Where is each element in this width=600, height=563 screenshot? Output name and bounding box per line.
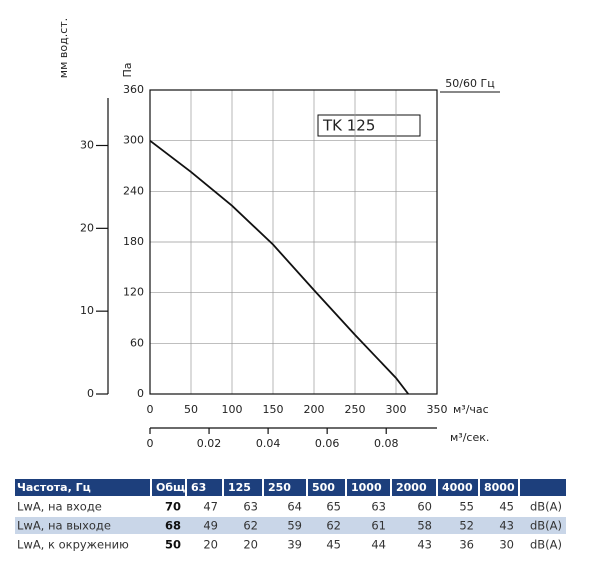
x2-tick-label: 0.04 xyxy=(256,437,281,450)
table-cell: LwA, на выходе xyxy=(17,519,111,533)
x-tick-label: 100 xyxy=(222,403,243,416)
header-cell xyxy=(264,479,306,496)
x-tick-label: 0 xyxy=(147,403,154,416)
table-cell: 36 xyxy=(459,538,474,552)
header-cell xyxy=(187,479,222,496)
header-cell xyxy=(308,479,345,496)
table-cell: dB(A) xyxy=(530,519,562,533)
table-cell: 43 xyxy=(417,538,432,552)
x-tick-label: 350 xyxy=(427,403,448,416)
table-cell: 20 xyxy=(203,538,218,552)
table-cell: 43 xyxy=(499,519,514,533)
x2-axis-label: м³/сек. xyxy=(450,431,489,444)
table-cell: 62 xyxy=(243,519,258,533)
header-label: 2000 xyxy=(396,481,427,494)
table-cell: 58 xyxy=(417,519,432,533)
table-cell: dB(A) xyxy=(530,538,562,552)
x2-tick-label: 0 xyxy=(147,437,154,450)
y-tick-label: 60 xyxy=(130,336,144,349)
header-label: 8000 xyxy=(484,481,515,494)
header-label: 1000 xyxy=(351,481,382,494)
table-cell: 45 xyxy=(326,538,341,552)
header-cell xyxy=(347,479,390,496)
table-cell: 50 xyxy=(165,538,181,552)
header-cell xyxy=(480,479,518,496)
table-cell: 49 xyxy=(203,519,218,533)
header-label: 63 xyxy=(191,481,206,494)
x-tick-label: 50 xyxy=(184,403,198,416)
y2-axis-label: мм вод.ст. xyxy=(57,18,70,78)
table-cell: 47 xyxy=(203,500,218,514)
table-cell: dB(A) xyxy=(530,500,562,514)
x2-tick-label: 0.02 xyxy=(197,437,222,450)
header-cell xyxy=(224,479,262,496)
header-label: Частота, Гц xyxy=(17,481,91,494)
table-cell: 61 xyxy=(371,519,386,533)
model-box xyxy=(317,114,421,137)
table-cell: 59 xyxy=(287,519,302,533)
y-tick-label: 240 xyxy=(123,184,144,197)
table-cell: 52 xyxy=(459,519,474,533)
y-tick-label: 120 xyxy=(123,286,144,299)
header-label: 125 xyxy=(228,481,251,494)
frequency-label: 50/60 Гц xyxy=(445,77,494,90)
header-label: 4000 xyxy=(442,481,473,494)
table-cell: 60 xyxy=(417,500,432,514)
y-tick-label: 300 xyxy=(123,134,144,147)
x-tick-label: 300 xyxy=(386,403,407,416)
header-cell xyxy=(520,479,566,496)
table-cell: 64 xyxy=(287,500,302,514)
table-cell: LwA, к окружению xyxy=(17,538,129,552)
table-cell: 45 xyxy=(499,500,514,514)
table-cell: 55 xyxy=(459,500,474,514)
table-cell: 39 xyxy=(287,538,302,552)
header-label: 250 xyxy=(268,481,291,494)
table-cell: 20 xyxy=(243,538,258,552)
table-cell: 30 xyxy=(499,538,514,552)
x2-tick-label: 0.06 xyxy=(315,437,340,450)
header-cell xyxy=(152,479,185,496)
model-label: TK 125 xyxy=(322,117,375,135)
plot-frame xyxy=(149,89,438,395)
header-cell xyxy=(15,479,150,496)
x-axis-label: м³/час xyxy=(453,403,489,416)
y-tick-label: 0 xyxy=(137,387,144,400)
y-tick-label: 180 xyxy=(123,235,144,248)
y2-tick-label: 0 xyxy=(87,387,94,400)
y2-tick-label: 20 xyxy=(80,221,94,234)
x-tick-label: 150 xyxy=(263,403,284,416)
table-cell: 63 xyxy=(243,500,258,514)
row-band xyxy=(15,517,566,534)
y-axis-label: Па xyxy=(121,62,134,77)
table-cell: LwA, на входе xyxy=(17,500,102,514)
y-tick-label: 360 xyxy=(123,83,144,96)
y2-tick-label: 30 xyxy=(80,138,94,151)
header-label: Общ xyxy=(156,481,185,494)
header-cell xyxy=(392,479,436,496)
table-cell: 63 xyxy=(371,500,386,514)
x2-tick-label: 0.08 xyxy=(374,437,399,450)
table-cell: 62 xyxy=(326,519,341,533)
table-cell: 65 xyxy=(326,500,341,514)
y2-tick-label: 10 xyxy=(80,304,94,317)
curve xyxy=(149,139,410,395)
x-tick-label: 200 xyxy=(304,403,325,416)
table-cell: 70 xyxy=(165,500,181,514)
table-cell: 68 xyxy=(165,519,181,533)
header-label: 500 xyxy=(312,481,335,494)
header-cell xyxy=(438,479,478,496)
table-cell: 44 xyxy=(371,538,386,552)
x-tick-label: 250 xyxy=(345,403,366,416)
